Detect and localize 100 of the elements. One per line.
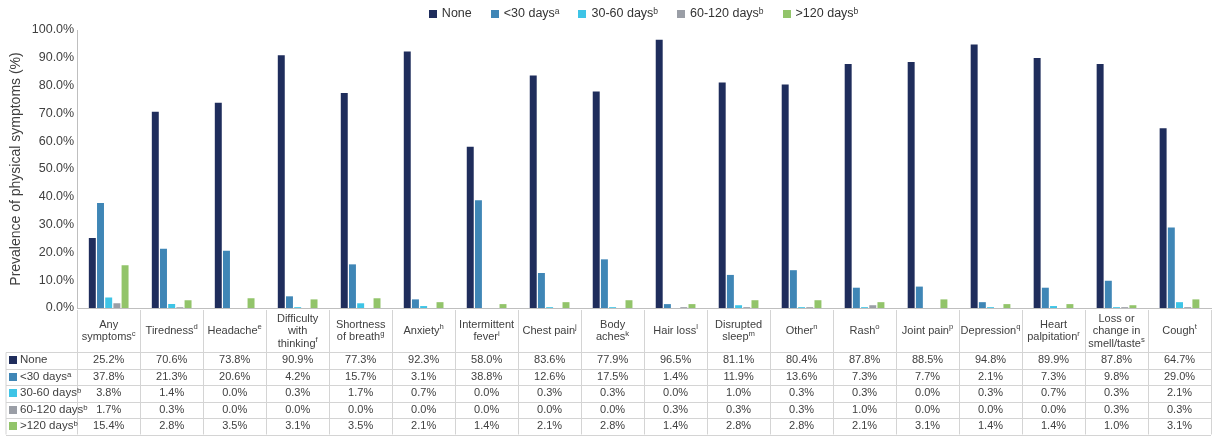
bar (688, 304, 696, 308)
data-label: 0.3% (1103, 386, 1130, 399)
data-label: 0.3% (663, 402, 689, 415)
data-label: 37.8% (93, 369, 125, 382)
bar (718, 82, 726, 308)
data-label: 2.8% (159, 419, 185, 432)
data-label: 25.2% (93, 353, 125, 366)
data-label: 83.6% (534, 353, 566, 366)
bar (113, 303, 121, 308)
bar (466, 146, 474, 308)
bar (403, 51, 411, 308)
bar (852, 287, 860, 308)
text: 30-60 daysᵇ (591, 6, 659, 21)
bar (751, 300, 759, 308)
data-label: 87.8% (848, 353, 881, 366)
data-label: 1.0% (726, 386, 752, 399)
data-label: 20.6% (219, 369, 251, 382)
data-label: 73.8% (219, 353, 251, 366)
y-tick-label: 70.0% (38, 105, 75, 120)
y-tick-label: 40.0% (38, 189, 75, 204)
y-tick-label: 60.0% (38, 133, 75, 148)
data-label: 1.4% (1040, 419, 1067, 432)
data-label: 70.6% (156, 353, 188, 366)
bar (844, 63, 852, 308)
data-label: 2.1% (852, 419, 878, 432)
legend-label: 30-60 daysᵇ (20, 386, 82, 399)
y-tick-label: 0.0% (45, 300, 75, 315)
legend-label: <30 daysᵃ (20, 369, 72, 382)
bar (1176, 302, 1183, 308)
bar (277, 55, 285, 308)
data-label: 87.8% (1100, 353, 1133, 366)
bar (735, 305, 743, 308)
text: <30 daysᵃ (503, 6, 560, 21)
data-label: 3.1% (285, 419, 311, 432)
bar (814, 300, 822, 308)
data-label: 21.3% (156, 369, 188, 382)
bar (1096, 63, 1104, 308)
data-label: 2.8% (726, 419, 752, 432)
bar (121, 265, 129, 308)
data-label: 38.8% (471, 369, 503, 382)
y-tick-label: 30.0% (38, 217, 75, 232)
data-label: 2.1% (537, 419, 563, 432)
data-label: 0.3% (789, 386, 815, 399)
bar (1033, 58, 1041, 308)
data-label: 2.1% (411, 419, 437, 432)
legend-label: None (441, 6, 472, 21)
data-label: 2.1% (978, 369, 1004, 382)
data-label: 64.7% (1163, 353, 1196, 366)
data-label: 90.9% (282, 353, 314, 366)
data-label: 17.5% (597, 369, 629, 382)
data-label: 96.5% (659, 353, 692, 366)
data-label: 1.4% (978, 419, 1004, 432)
data-label: 0.0% (537, 402, 563, 415)
data-label: 1.7% (96, 402, 122, 415)
bar (529, 75, 537, 308)
bar (151, 111, 159, 308)
data-label: 0.3% (1103, 402, 1130, 415)
y-tick-label: 80.0% (38, 78, 75, 93)
data-label: 0.0% (222, 402, 248, 415)
bar (600, 259, 608, 308)
data-label: 0.3% (285, 386, 311, 399)
data-label: 0.0% (474, 386, 500, 399)
data-label: 0.7% (1040, 386, 1067, 399)
data-label: 3.1% (411, 369, 437, 382)
data-label: 4.2% (285, 369, 311, 382)
data-label: 0.3% (159, 402, 185, 415)
data-label: 0.3% (852, 386, 878, 399)
bar (1192, 299, 1200, 308)
data-label: 0.0% (663, 386, 689, 399)
data-label: 3.1% (915, 419, 941, 432)
data-label: 0.3% (537, 386, 563, 399)
data-label: 0.0% (348, 402, 374, 415)
y-tick-label: 50.0% (38, 161, 75, 176)
bar (373, 298, 381, 308)
data-label: 3.8% (96, 386, 122, 399)
data-label: 0.3% (789, 402, 815, 415)
data-label: 1.4% (663, 419, 689, 432)
data-label: 1.4% (159, 386, 185, 399)
data-label: 2.8% (789, 419, 815, 432)
data-label: 0.0% (1040, 402, 1067, 415)
data-label: 1.0% (1103, 419, 1130, 432)
bar (781, 84, 789, 308)
bar (1129, 305, 1137, 308)
data-label: 1.4% (474, 419, 500, 432)
bar (592, 91, 600, 308)
data-label: 2.1% (1166, 386, 1193, 399)
data-label: 0.0% (600, 402, 626, 415)
bar (310, 299, 318, 308)
data-label: 0.0% (915, 386, 941, 399)
bar (184, 300, 192, 308)
bar (1066, 304, 1074, 308)
data-label: 3.1% (1166, 419, 1193, 432)
bar (970, 44, 978, 308)
bar (340, 93, 348, 308)
bar (726, 274, 734, 308)
data-label: 0.0% (411, 402, 437, 415)
bar (537, 272, 545, 308)
bar (348, 264, 356, 308)
data-label: 29.0% (1163, 369, 1196, 382)
data-label: 9.8% (1103, 369, 1130, 382)
